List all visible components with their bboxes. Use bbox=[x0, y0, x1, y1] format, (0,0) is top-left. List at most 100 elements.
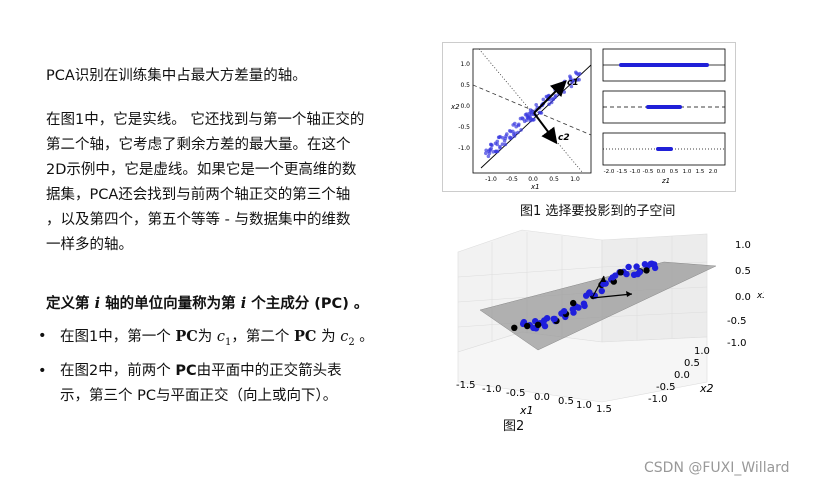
point-3d bbox=[623, 270, 630, 278]
point-3d bbox=[551, 315, 558, 323]
bullet-text-part: 在图1中，第一个 bbox=[60, 329, 176, 345]
c2-subscript: 2 bbox=[348, 336, 355, 348]
point-3d bbox=[636, 268, 643, 276]
c1-subscript: 1 bbox=[225, 336, 232, 348]
z-tick-label: 1.0 bbox=[683, 169, 692, 175]
scatter-point bbox=[521, 117, 525, 121]
x3-tick-label: -1.5 bbox=[456, 380, 476, 391]
x3-axis-label: x1 bbox=[519, 404, 534, 417]
y-tick-label: -0.5 bbox=[458, 124, 470, 131]
scatter-point bbox=[575, 78, 579, 82]
scatter-point bbox=[534, 103, 538, 107]
paragraph-line: 据集，PCA还会找到与前两个轴正交的第三个轴 bbox=[46, 187, 351, 203]
z-tick-label: -0.5 bbox=[643, 169, 654, 175]
x-tick-label: 0.0 bbox=[528, 176, 538, 183]
scatter-point bbox=[562, 90, 566, 94]
point-3d bbox=[560, 308, 568, 315]
x3-tick-label: -1.0 bbox=[482, 384, 502, 395]
bullet-text-part: 为 bbox=[197, 329, 217, 345]
c1-arrow bbox=[533, 80, 567, 114]
scatter-point bbox=[502, 139, 507, 143]
point-3d bbox=[598, 287, 605, 295]
pc-term: PC bbox=[294, 328, 317, 345]
scatter-point bbox=[495, 139, 500, 144]
paragraph-line: 2D示例中，它是虚线。如果它是一个更高维的数 bbox=[46, 162, 357, 178]
def-index-var: i bbox=[240, 295, 247, 312]
projection-band-c1 bbox=[619, 63, 709, 67]
bullet-dot-icon: • bbox=[38, 328, 47, 344]
figure-1-panel: c1 c2 1.0 0.5 0.0 -0.5 -1.0 x2 -1.0 -0.5… bbox=[442, 42, 736, 192]
scatter-point bbox=[509, 129, 513, 134]
point-3d bbox=[543, 315, 551, 322]
scatter-point bbox=[558, 92, 562, 96]
scatter-point bbox=[519, 128, 523, 132]
z-tick-label: 2.0 bbox=[709, 169, 718, 175]
y3-axis-label: x2 bbox=[699, 382, 714, 395]
scatter-point bbox=[532, 117, 536, 122]
pc1-arrowhead-icon bbox=[600, 276, 606, 282]
z3-tick-label: 0.0 bbox=[735, 292, 751, 303]
x-tick-label: -0.5 bbox=[506, 176, 518, 183]
x-tick-label: -1.0 bbox=[485, 176, 497, 183]
z3-tick-label: -0.5 bbox=[727, 316, 747, 327]
bullet-text-part: 由平面中的正交箭头表 bbox=[196, 363, 342, 379]
y-tick-label: 0.0 bbox=[460, 103, 470, 110]
scatter-point bbox=[570, 78, 575, 83]
scatter-point bbox=[490, 143, 494, 148]
bullet-dot-icon: • bbox=[38, 363, 47, 379]
scatter-point bbox=[528, 115, 532, 119]
z-tick-label: 0.0 bbox=[657, 169, 666, 175]
point-3d bbox=[643, 267, 650, 274]
x3-tick-label: 1.5 bbox=[596, 404, 612, 415]
def-index-var: i bbox=[94, 295, 101, 312]
x3-tick-label: -0.5 bbox=[506, 388, 526, 399]
point-3d bbox=[575, 304, 582, 311]
scatter-point bbox=[500, 142, 505, 146]
scatter-point bbox=[568, 74, 572, 79]
scatter-point bbox=[486, 149, 491, 153]
x3-tick-label: 1.0 bbox=[576, 400, 592, 411]
y3-tick-label: 0.0 bbox=[674, 370, 690, 381]
z-tick-label: 0.5 bbox=[670, 169, 679, 175]
watermark: CSDN @FUXI_Willard bbox=[644, 460, 790, 476]
y3-tick-label: 1.0 bbox=[694, 346, 710, 357]
bullet-text-part: 。 bbox=[354, 329, 374, 345]
scatter-point bbox=[496, 135, 501, 140]
figure-1-plot: c1 c2 1.0 0.5 0.0 -0.5 -1.0 x2 -1.0 -0.5… bbox=[450, 48, 726, 191]
scatter-point bbox=[547, 102, 551, 106]
def-text: 定义第 bbox=[46, 296, 95, 312]
point-3d bbox=[541, 322, 549, 330]
point-3d bbox=[580, 300, 588, 307]
point-3d bbox=[570, 299, 577, 307]
scatter-point bbox=[576, 72, 580, 77]
scatter-point bbox=[486, 154, 491, 159]
figure-1-caption: 图1 选择要投影到的子空间 bbox=[520, 204, 676, 219]
y3-tick-label: 0.5 bbox=[684, 358, 700, 369]
z3-tick-label: 1.0 bbox=[735, 240, 751, 251]
paragraph-line: 第二个轴，它考虑了剩余方差的最大量。在这个 bbox=[46, 137, 351, 153]
scatter-point bbox=[529, 110, 533, 115]
projection-band-c2 bbox=[646, 105, 682, 109]
paragraph-line: 在图1中，它是实线。 它还找到与第一个轴正交的 bbox=[46, 112, 365, 128]
point-3d bbox=[625, 263, 632, 271]
z-tick-label: 1.5 bbox=[696, 169, 705, 175]
bullet-text-part: 在图2中，前两个 bbox=[60, 363, 176, 379]
explanation-paragraph: 在图1中，它是实线。 它还找到与第一个轴正交的 第二个轴，它考虑了剩余方差的最大… bbox=[46, 108, 408, 258]
point-3d bbox=[617, 269, 624, 276]
scatter-point bbox=[523, 112, 528, 117]
point-3d bbox=[524, 322, 531, 330]
scatter-point bbox=[512, 134, 517, 138]
z-tick-label: -2.0 bbox=[604, 169, 615, 175]
scatter-point bbox=[505, 132, 509, 136]
def-text: 轴的单位向量称为第 bbox=[100, 296, 241, 312]
c2-arrow bbox=[533, 112, 558, 145]
y-tick-label: -1.0 bbox=[458, 145, 470, 152]
scatter-point bbox=[503, 142, 508, 147]
z3-tick-label: -1.0 bbox=[727, 338, 747, 349]
scatter-point bbox=[516, 130, 520, 135]
x-axis-label: x1 bbox=[530, 183, 540, 191]
definition-sentence: 定义第 i 轴的单位向量称为第 i 个主成分 (PC) 。 bbox=[46, 291, 368, 317]
z-tick-label: -1.5 bbox=[617, 169, 628, 175]
scatter-point bbox=[516, 123, 521, 128]
scatter-point bbox=[539, 111, 544, 115]
